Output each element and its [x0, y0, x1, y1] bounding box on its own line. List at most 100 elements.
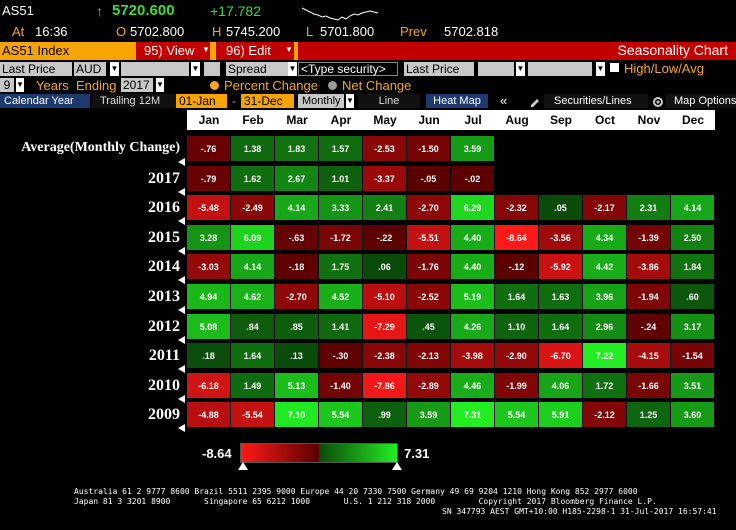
row-marker-icon[interactable]	[178, 276, 185, 285]
heat-cell[interactable]: -3.86	[627, 254, 671, 281]
edit-menu[interactable]	[216, 42, 294, 60]
heat-cell[interactable]: -2.38	[363, 343, 407, 370]
heat-cell[interactable]: 4.14	[671, 195, 715, 222]
calendar-year-button[interactable]: Calendar Year	[0, 94, 90, 108]
compare-type-field[interactable]: Spread	[226, 62, 294, 76]
to-date-field[interactable]: 31-Dec	[241, 94, 294, 108]
heat-cell[interactable]: -2.89	[407, 372, 451, 399]
heat-cell[interactable]: -.76	[187, 136, 231, 162]
heat-cell[interactable]: -2.49	[231, 195, 275, 222]
heat-cell[interactable]: -.24	[627, 313, 671, 340]
heat-cell[interactable]: 4.06	[539, 372, 583, 399]
heat-cell[interactable]: 3.28	[187, 224, 231, 251]
heat-cell[interactable]: -.05	[407, 165, 451, 192]
heat-cell[interactable]: -1.72	[319, 224, 363, 251]
heat-cell[interactable]: 1.64	[231, 343, 275, 370]
heat-cell[interactable]: 2.41	[363, 195, 407, 222]
row-marker-icon[interactable]	[178, 335, 185, 344]
heat-map-button[interactable]: Heat Map	[426, 94, 488, 108]
heat-cell[interactable]: 2.67	[275, 165, 319, 192]
heat-cell[interactable]: -6.70	[539, 343, 583, 370]
row-marker-icon[interactable]	[178, 306, 185, 314]
heat-cell[interactable]: .85	[275, 313, 319, 340]
heat-cell[interactable]: 1.62	[231, 165, 275, 192]
heat-cell[interactable]: -1.76	[407, 254, 451, 281]
heat-cell[interactable]: 1.10	[495, 313, 539, 340]
heat-cell[interactable]: -3.37	[363, 165, 407, 192]
heat-cell[interactable]: -6.18	[187, 372, 231, 399]
heat-cell[interactable]: 2.31	[627, 195, 671, 222]
heat-cell[interactable]: -.79	[187, 165, 231, 192]
heat-cell[interactable]: 4.42	[583, 254, 627, 281]
heat-cell[interactable]: -1.50	[407, 136, 451, 162]
heat-cell[interactable]: 5.54	[495, 402, 539, 429]
map-options-button[interactable]: Map Options	[666, 94, 736, 108]
row-marker-icon[interactable]	[178, 365, 185, 374]
row-marker-icon[interactable]	[178, 158, 185, 166]
heat-cell[interactable]: .84	[231, 313, 275, 340]
heat-cell[interactable]: 3.17	[671, 313, 715, 340]
heat-cell[interactable]: -5.10	[363, 284, 407, 310]
heat-cell[interactable]: -.30	[319, 343, 363, 370]
heat-cell[interactable]: -4.15	[627, 343, 671, 370]
heat-cell[interactable]: -3.03	[187, 254, 231, 281]
heat-cell[interactable]: -2.70	[275, 284, 319, 310]
heat-cell[interactable]: 1.63	[539, 284, 583, 310]
heat-cell[interactable]: 3.60	[671, 402, 715, 429]
heat-cell[interactable]: .60	[671, 284, 715, 310]
heat-cell[interactable]: -5.48	[187, 195, 231, 222]
years-count-field[interactable]: 9	[0, 78, 14, 92]
heat-cell[interactable]: 3.33	[319, 195, 363, 222]
blank-dropdown-icon-3[interactable]: ▼	[516, 62, 525, 76]
scale-right-handle-icon[interactable]	[392, 462, 402, 470]
heat-cell[interactable]: -2.90	[495, 343, 539, 370]
heat-cell[interactable]: 4.40	[451, 224, 495, 251]
heat-cell[interactable]: -5.51	[407, 224, 451, 251]
heat-cell[interactable]: 1.25	[627, 402, 671, 429]
heat-cell[interactable]: -2.13	[407, 343, 451, 370]
heat-cell[interactable]: -2.70	[407, 195, 451, 222]
period-dropdown-icon[interactable]: ▼	[346, 94, 354, 108]
from-date-field[interactable]: 01-Jan	[176, 94, 227, 108]
heat-cell[interactable]: 4.52	[319, 284, 363, 310]
blank-field-1[interactable]	[121, 62, 189, 76]
heat-cell[interactable]: -7.29	[363, 313, 407, 340]
heat-cell[interactable]: 4.14	[231, 254, 275, 281]
currency-dropdown-icon[interactable]: ▼	[110, 62, 119, 76]
heat-cell[interactable]: 1.38	[231, 136, 275, 162]
heat-cell[interactable]: -1.94	[627, 284, 671, 310]
row-marker-icon[interactable]	[178, 424, 185, 433]
heat-cell[interactable]: .06	[363, 254, 407, 281]
heat-cell[interactable]: -2.17	[583, 195, 627, 222]
trailing-12m-button[interactable]: Trailing 12M	[92, 94, 180, 108]
heat-cell[interactable]: -2.52	[407, 284, 451, 310]
security-input[interactable]: <Type security>	[298, 62, 398, 76]
heat-cell[interactable]: -2.53	[363, 136, 407, 162]
blank-dropdown-icon-4[interactable]: ▼	[596, 62, 605, 76]
heat-cell[interactable]: 4.26	[451, 313, 495, 340]
heat-cell[interactable]: 1.49	[231, 372, 275, 399]
heat-cell[interactable]: -2.32	[495, 195, 539, 222]
heat-cell[interactable]: .45	[407, 313, 451, 340]
row-marker-icon[interactable]	[178, 187, 185, 196]
heat-cell[interactable]: 1.84	[671, 254, 715, 281]
view-menu[interactable]	[136, 42, 210, 60]
scale-left-handle-icon[interactable]	[238, 462, 248, 470]
row-marker-icon[interactable]	[178, 394, 185, 403]
heat-cell[interactable]: 1.72	[583, 372, 627, 399]
heat-cell[interactable]: 2.96	[583, 313, 627, 340]
heat-cell[interactable]: -.02	[451, 165, 495, 192]
heat-cell[interactable]: -1.40	[319, 372, 363, 399]
heat-cell[interactable]: 3.59	[407, 402, 451, 429]
heat-cell[interactable]: 4.46	[451, 372, 495, 399]
heat-cell[interactable]: 6.29	[451, 195, 495, 222]
heat-cell[interactable]: 3.59	[451, 136, 495, 162]
heat-cell[interactable]: -1.54	[671, 343, 715, 370]
heat-cell[interactable]: 3.51	[671, 372, 715, 399]
heat-cell[interactable]: -.18	[275, 254, 319, 281]
heat-cell[interactable]: 7.31	[451, 402, 495, 429]
period-field[interactable]: Monthly	[298, 94, 344, 108]
ending-dropdown-icon[interactable]: ▼	[156, 78, 164, 92]
heat-cell[interactable]: -7.86	[363, 372, 407, 399]
heat-cell[interactable]: -.22	[363, 224, 407, 251]
